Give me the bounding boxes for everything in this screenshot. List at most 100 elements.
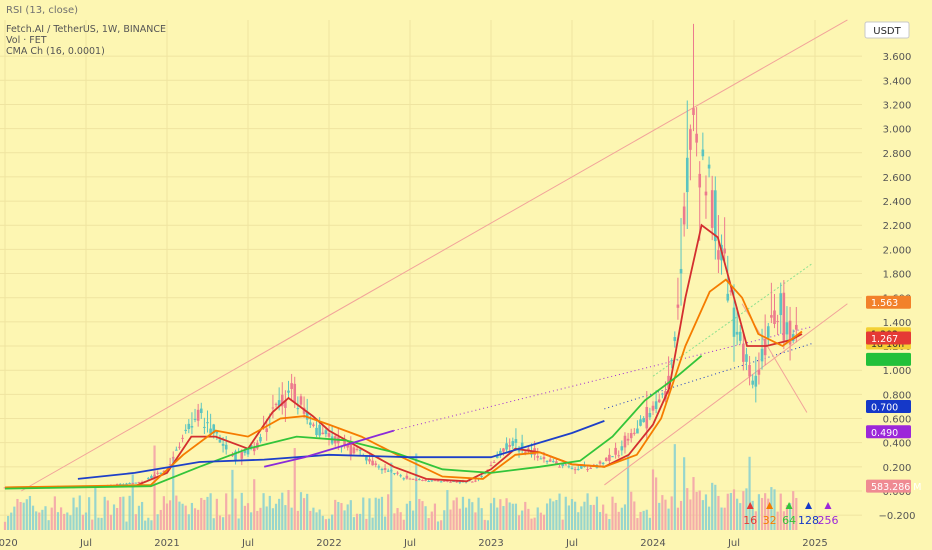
volume-bar xyxy=(203,499,206,530)
candle-body xyxy=(433,480,437,482)
currency-button[interactable] xyxy=(864,21,910,39)
candle-body xyxy=(377,466,381,468)
price-label-tag xyxy=(866,295,911,309)
candle-body xyxy=(745,354,748,362)
volume-bar xyxy=(50,507,53,530)
volume-bar xyxy=(318,509,321,530)
candle-body xyxy=(147,478,150,480)
volume-bar xyxy=(493,497,496,530)
candle-body xyxy=(380,468,384,471)
candle-body xyxy=(651,405,655,411)
price-label-tag xyxy=(866,425,911,439)
candle-body xyxy=(393,473,396,475)
candle-body xyxy=(439,481,443,483)
volume-bar xyxy=(312,507,315,530)
volume-bar xyxy=(383,516,387,530)
volume-bar xyxy=(365,518,368,530)
volume-bar xyxy=(119,496,122,530)
candle-body xyxy=(368,459,371,462)
candle-body xyxy=(623,435,627,448)
volume-bar xyxy=(150,520,153,530)
legend-symbol[interactable]: Fetch.AI / TetherUS, 1W, BINANCE xyxy=(6,24,167,35)
candle-body xyxy=(474,480,477,482)
volume-bar xyxy=(415,453,418,530)
candle-body xyxy=(184,429,187,431)
volume-bar xyxy=(112,504,116,530)
volume-bar xyxy=(602,504,605,530)
legend-volume[interactable]: Vol · FET xyxy=(6,35,47,46)
volume-bar xyxy=(215,498,218,530)
candle-body xyxy=(302,407,306,414)
volume-bar xyxy=(128,495,131,530)
volume-bar xyxy=(608,518,611,530)
volume-bar xyxy=(645,509,648,530)
candle-body xyxy=(471,481,474,483)
volume-bar xyxy=(134,514,137,530)
volume-bar xyxy=(436,521,440,530)
candle-body xyxy=(427,480,430,482)
candle-body xyxy=(586,469,589,471)
candle-body xyxy=(299,396,303,405)
volume-bar xyxy=(620,507,623,530)
candle-body xyxy=(153,474,156,478)
x-tick-label: Jul xyxy=(79,538,92,549)
volume-bar xyxy=(31,505,35,530)
volume-bar xyxy=(337,501,340,530)
ma-marker-triangle xyxy=(785,502,793,509)
candle-body xyxy=(773,310,776,324)
candle-body xyxy=(190,426,194,428)
volume-bar xyxy=(321,515,324,530)
candle-body xyxy=(414,479,418,481)
candle-body xyxy=(523,451,527,453)
volume-bar xyxy=(106,500,109,530)
volume-bar xyxy=(592,504,595,530)
y-tick-label: 1.800 xyxy=(883,270,912,281)
candle-body xyxy=(685,157,689,193)
volume-bar xyxy=(165,503,169,530)
indicator-label[interactable]: RSI (13, close) xyxy=(6,4,79,16)
volume-bar xyxy=(673,444,676,530)
candle-body xyxy=(620,446,624,451)
candle-body xyxy=(284,400,287,408)
volume-bar xyxy=(577,512,580,530)
x-tick-label: Jul xyxy=(565,538,578,549)
volume-bar xyxy=(651,469,655,530)
volume-bar xyxy=(159,509,162,530)
volume-bar xyxy=(331,514,334,530)
candle-body xyxy=(371,460,374,466)
volume-bar xyxy=(636,518,639,530)
volume-bar xyxy=(701,500,704,530)
candle-body xyxy=(405,475,409,479)
volume-bar xyxy=(745,488,748,530)
volume-bar xyxy=(736,498,739,530)
legend-cma[interactable]: CMA Ch (16, 0.0001) xyxy=(6,46,105,57)
price-label-tag xyxy=(866,399,911,413)
moving-average-line xyxy=(263,429,395,468)
volume-bar xyxy=(514,503,518,530)
volume-bar xyxy=(187,514,190,530)
candle-body xyxy=(742,343,745,362)
volume-bar xyxy=(290,507,293,530)
volume-bar xyxy=(44,506,47,530)
candle-body xyxy=(695,133,698,143)
volume-bar xyxy=(72,497,75,530)
candle-body xyxy=(125,483,128,485)
candle-body xyxy=(558,466,561,468)
candle-body xyxy=(212,424,216,434)
candle-body xyxy=(150,476,153,479)
volume-bar xyxy=(598,512,602,530)
volume-bar xyxy=(349,500,352,530)
volume-bar xyxy=(22,502,25,530)
candle-body xyxy=(676,304,680,308)
volume-bar xyxy=(284,505,287,530)
candle-body xyxy=(411,478,415,480)
candle-body xyxy=(611,456,614,458)
volume-bar xyxy=(729,492,732,530)
volume-bar xyxy=(461,496,465,530)
candle-body xyxy=(402,478,406,480)
candle-body xyxy=(374,463,378,465)
volume-bar xyxy=(253,479,256,530)
candle-body xyxy=(399,475,402,477)
